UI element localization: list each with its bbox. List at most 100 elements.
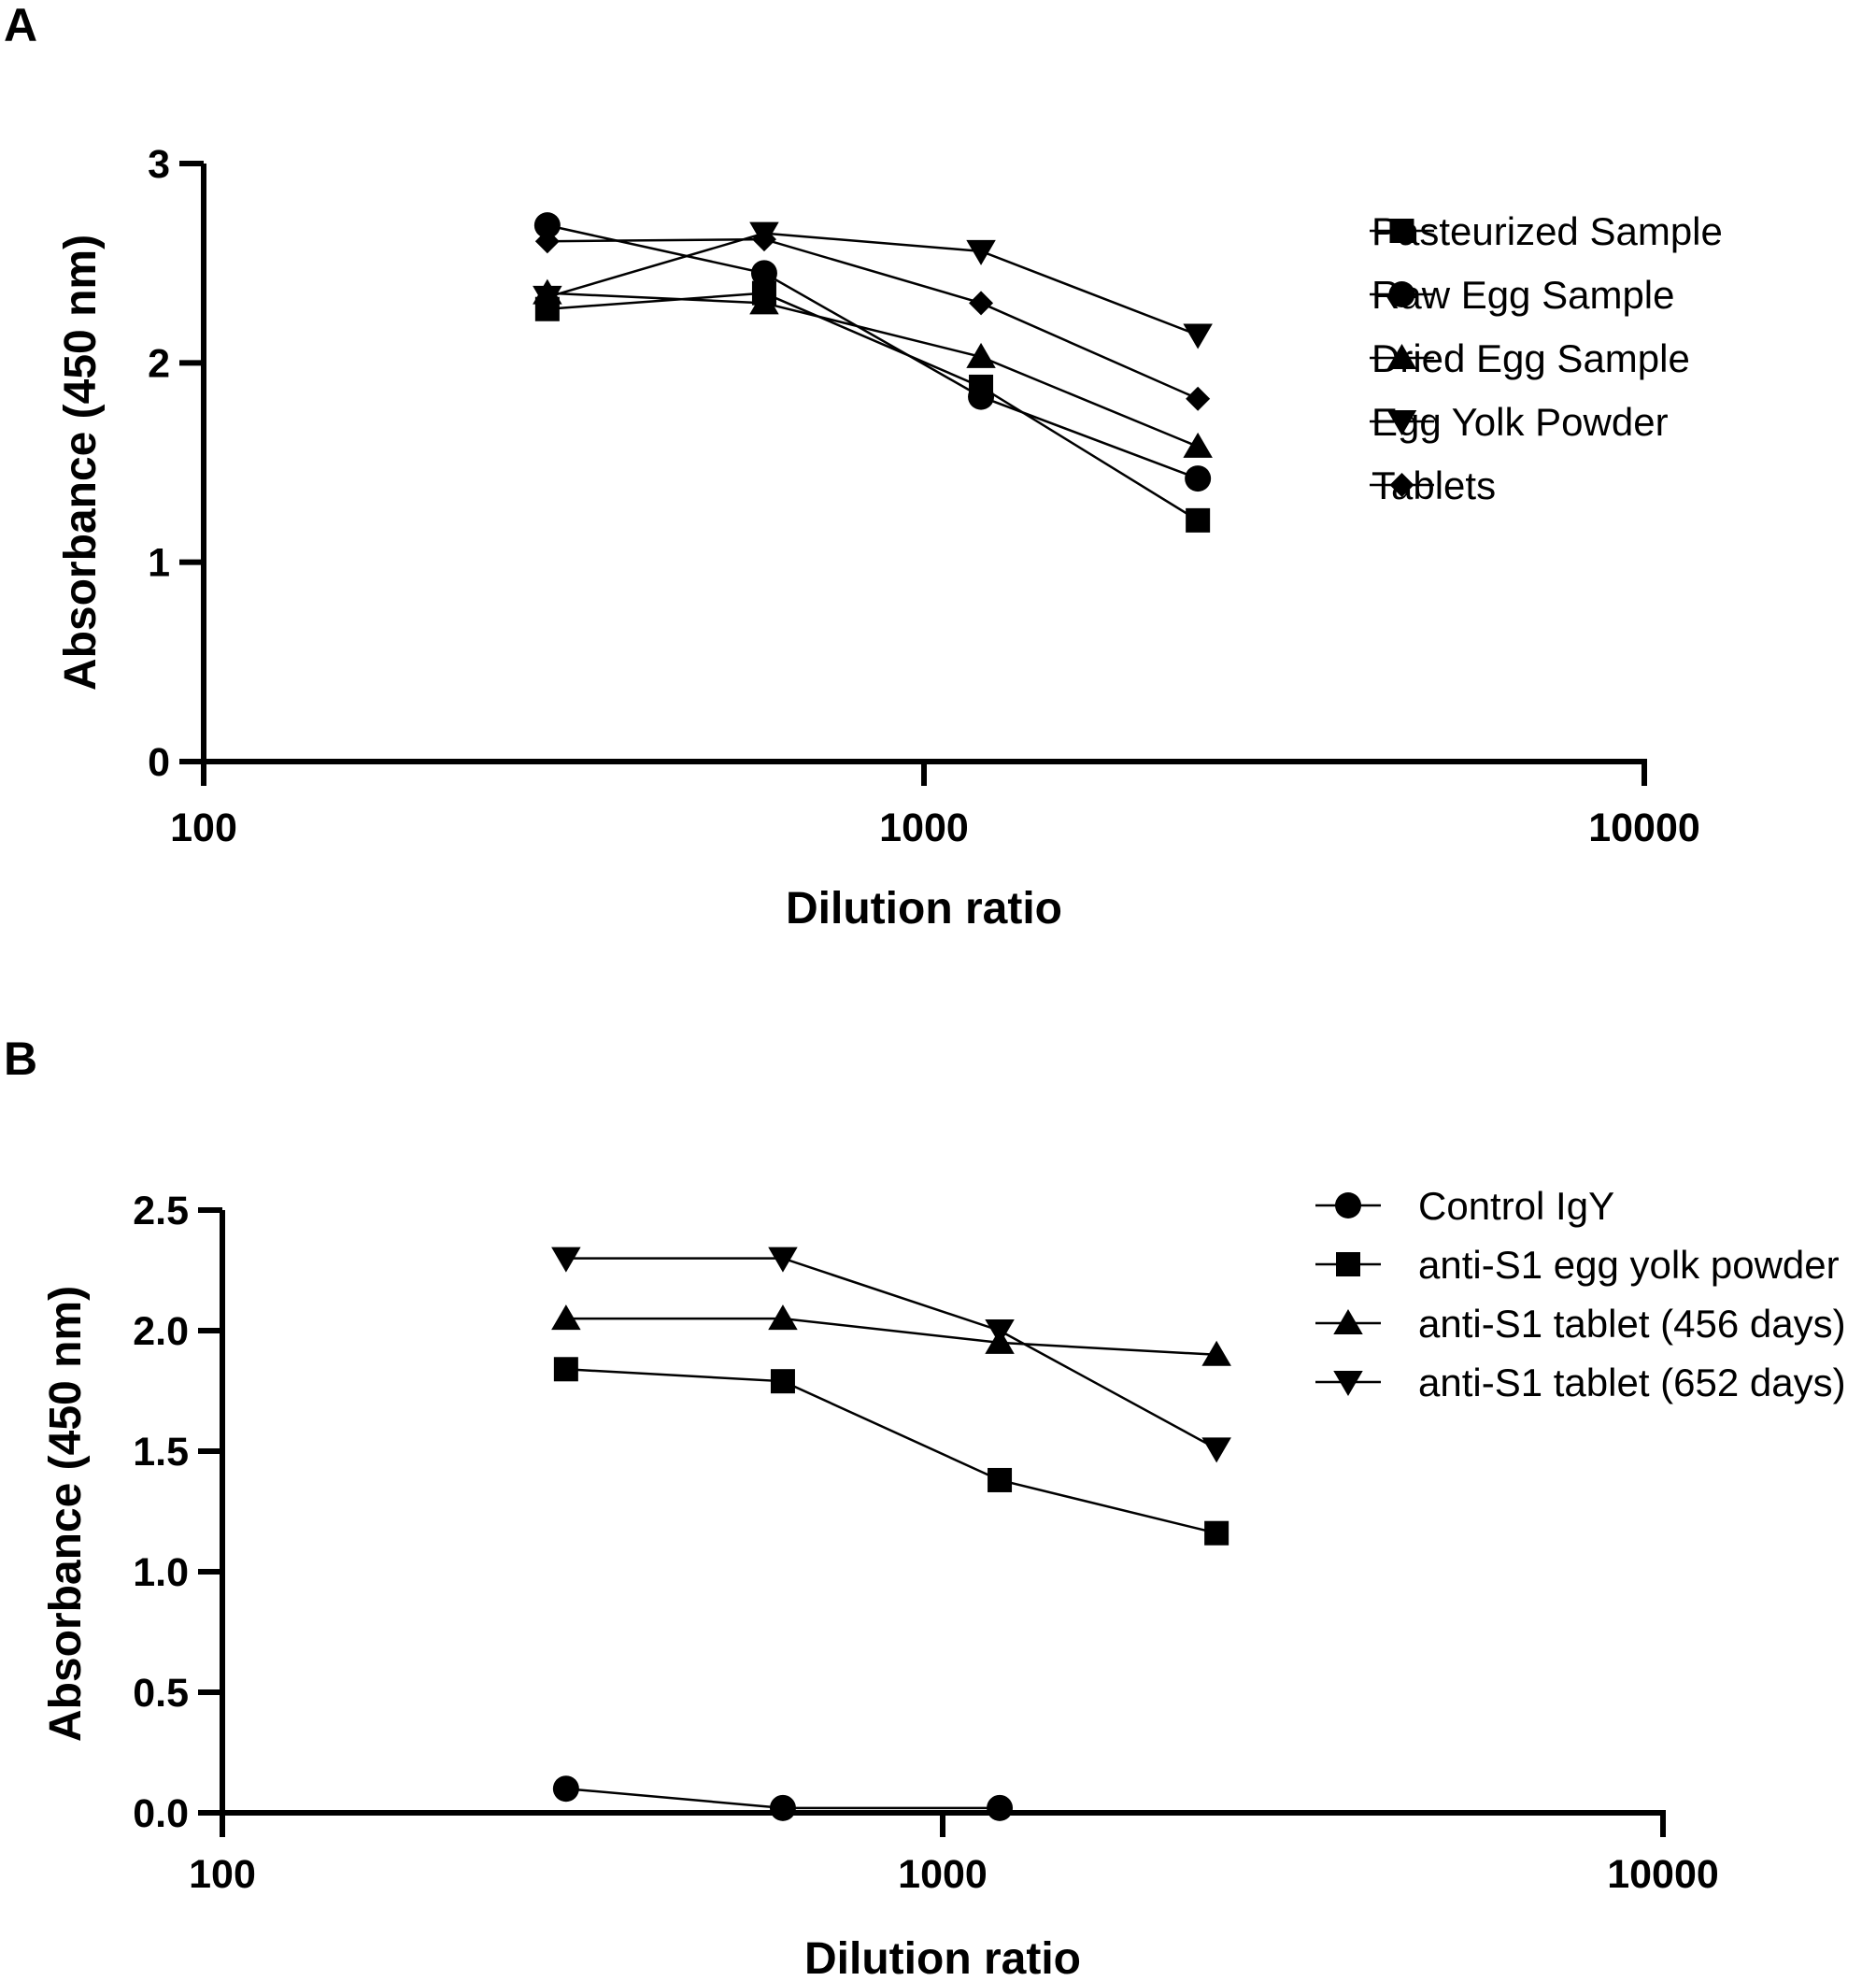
legend-item: anti-S1 egg yolk powder [1315,1243,1840,1287]
data-point [968,383,995,410]
y-tick-label: 1.0 [133,1550,189,1595]
data-point [969,291,994,316]
data-point [768,1304,798,1331]
series-line [565,1368,1217,1534]
legend-label: Pasteurized Sample [1371,209,1723,253]
legend-item: Pasteurized Sample [1370,209,1723,253]
y-tick-label: 0.0 [133,1791,189,1836]
panel-label: B [4,1033,37,1085]
data-point [966,239,996,265]
legend-marker [1388,281,1415,307]
data-point [1201,1437,1231,1463]
data-point [1183,432,1213,458]
x-axis-title: Dilution ratio [804,1934,1081,1981]
x-tick-label: 10000 [1607,1852,1719,1897]
data-point [1183,323,1213,349]
legend-marker [1386,344,1417,369]
series-line [547,237,1199,400]
panel-label: A [4,0,37,51]
data-point [1185,465,1212,492]
data-point [1204,1520,1229,1546]
data-point [553,1357,578,1382]
series-raw-egg-sample [533,212,1212,492]
legend-label: Tablets [1371,463,1496,507]
series-line [547,223,1199,480]
legend-marker [1389,473,1414,497]
series-line [547,292,1199,521]
legend-marker [1333,1309,1363,1334]
x-axis-title: Dilution ratio [786,884,1062,933]
data-point [751,227,776,252]
legend-item: Egg Yolk Powder [1370,400,1669,444]
data-point [768,1247,798,1273]
legend: Pasteurized Sample Raw Egg Sample Dried Eg… [1370,209,1723,507]
legend-marker [1389,219,1414,243]
data-point [985,1319,1015,1345]
series-anti-s1-tablet-652-days [551,1247,1231,1463]
legend-label: anti-S1 tablet (456 days) [1418,1302,1846,1346]
data-point [533,212,561,239]
legend-marker [1335,1192,1361,1219]
legend-item: Raw Egg Sample [1370,273,1675,317]
y-tick-label: 2 [148,341,170,386]
series-line [565,1317,1217,1357]
y-tick-label: 2.0 [133,1309,189,1354]
y-tick-label: 0 [148,740,170,785]
data-point [552,1775,579,1803]
data-point [1201,1340,1231,1366]
legend-label: Egg Yolk Powder [1371,400,1669,444]
data-point [987,1794,1014,1821]
legend-marker [1333,1371,1363,1396]
y-tick-label: 1.5 [133,1430,189,1475]
x-tick-label: 1000 [898,1852,988,1897]
legend-marker [1336,1252,1360,1276]
data-point [551,1304,581,1331]
legend-item: Tablets [1370,463,1496,507]
panel-b: B 0.0 0.5 1.0 1.5 2.0 2.5 100 1000 10000 Dilution … [4,1033,1846,1981]
y-tick-label: 1 [148,541,170,586]
data-point [551,1247,581,1273]
legend-label: Raw Egg Sample [1371,273,1675,317]
legend: Control IgY anti-S1 egg yolk powder anti-S… [1315,1184,1846,1404]
legend-marker [1386,410,1417,435]
legend-label: anti-S1 egg yolk powder [1418,1243,1840,1287]
y-axis-title: Absorbance (450 nm) [56,235,106,691]
legend-item: Control IgY [1315,1184,1614,1228]
legend-label: anti-S1 tablet (652 days) [1418,1361,1846,1404]
data-point [1186,507,1211,533]
series-anti-s1-egg-yolk-powder [553,1357,1229,1546]
data-point [534,229,560,254]
data-point [988,1467,1013,1492]
x-tick-label: 1000 [879,805,969,850]
series-dried-egg-sample [533,278,1213,458]
data-point [1186,386,1211,411]
series-line [547,292,1199,449]
series-anti-s1-tablet-456-days [551,1304,1231,1366]
legend-label: Control IgY [1418,1184,1614,1228]
series-control-igy [552,1775,1014,1821]
y-axis-title: Absorbance (450 nm) [41,1286,91,1742]
y-tick-label: 2.5 [133,1189,189,1233]
x-tick-label: 100 [189,1852,256,1897]
data-point [770,1369,795,1394]
x-tick-label: 100 [170,805,237,850]
series-line [547,232,1199,336]
data-point [533,285,562,311]
y-tick-label: 0.5 [133,1671,189,1716]
legend-item: anti-S1 tablet (652 days) [1315,1361,1846,1404]
data-point [966,342,996,368]
y-tick-label: 3 [148,142,170,187]
data-point [769,1794,796,1821]
series-egg-yolk-powder [533,221,1213,349]
data-point [749,289,779,315]
legend-item: anti-S1 tablet (456 days) [1315,1302,1846,1346]
data-point [750,260,777,287]
series-tablets [534,227,1211,411]
panel-a: A 0 1 2 3 100 1000 10000 Dilution ratio Absorbanc… [4,0,1723,933]
x-tick-label: 10000 [1588,805,1700,850]
series-pasteurized-sample [534,280,1211,533]
legend-label: Dried Egg Sample [1371,336,1690,380]
series-line [565,1257,1217,1450]
legend-item: Dried Egg Sample [1370,336,1690,380]
